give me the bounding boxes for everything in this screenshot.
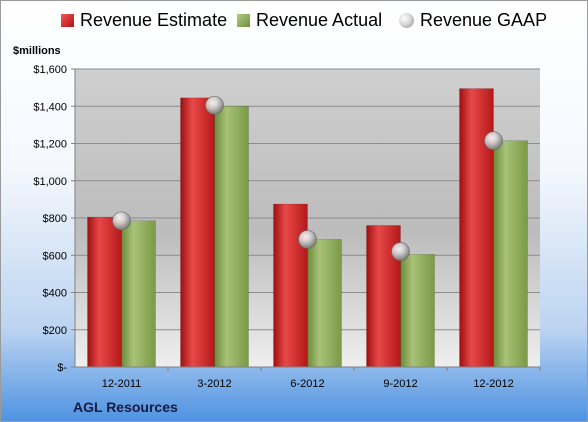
y-axis-units-label: $millions <box>13 45 61 57</box>
x-tick-label: 9-2012 <box>383 378 417 390</box>
point-revenue-gaap <box>391 242 410 261</box>
bar-revenue-actual <box>121 220 156 368</box>
point-revenue-gaap <box>484 131 503 151</box>
y-tick-label: $1,200 <box>33 139 67 151</box>
bar-revenue-estimate <box>459 88 494 368</box>
legend-swatch-gaap <box>399 12 414 28</box>
x-tick-label: 3-2012 <box>197 378 231 390</box>
legend-label-estimate: Revenue Estimate <box>80 9 228 30</box>
x-tick-label: 6-2012 <box>290 378 324 390</box>
point-revenue-gaap <box>112 211 131 231</box>
legend-label-gaap: Revenue GAAP <box>420 9 548 30</box>
y-tick-label: $1,600 <box>33 64 67 76</box>
y-tick-label: $1,000 <box>33 176 67 188</box>
y-tick-label: $400 <box>43 288 67 300</box>
bars <box>87 88 528 368</box>
x-tick-label: 12-2011 <box>102 378 142 390</box>
legend-item-estimate: Revenue Estimate <box>61 7 227 33</box>
point-revenue-gaap <box>298 230 317 249</box>
legend: Revenue Estimate Revenue Actual Revenue … <box>1 7 587 33</box>
y-tick-label: $600 <box>43 250 67 262</box>
legend-label-actual: Revenue Actual <box>256 9 383 30</box>
company-name: AGL Resources <box>73 399 178 415</box>
y-tick-label: $- <box>57 362 67 374</box>
y-tick-label: $200 <box>43 325 67 337</box>
legend-item-gaap: Revenue GAAP <box>399 7 547 33</box>
point-revenue-gaap <box>205 95 224 115</box>
legend-swatch-actual <box>237 13 250 27</box>
y-tick-label: $1,400 <box>33 101 67 113</box>
bar-revenue-estimate <box>180 97 215 368</box>
legend-swatch-estimate <box>61 13 74 27</box>
gaap-points <box>112 95 503 261</box>
bar-revenue-actual <box>307 239 342 368</box>
axes: $- $200 $400 $600 $800 $1,000 $1,200 $1,400 $1,6… <box>33 64 541 390</box>
bar-revenue-estimate <box>273 203 308 368</box>
y-tick-label: $800 <box>43 213 67 225</box>
bar-revenue-estimate <box>87 216 122 368</box>
bar-revenue-actual <box>214 106 249 368</box>
bar-revenue-actual <box>493 140 528 368</box>
legend-item-actual: Revenue Actual <box>237 7 382 33</box>
x-tick-label: 12-2012 <box>473 378 513 390</box>
bar-revenue-actual <box>400 254 435 368</box>
